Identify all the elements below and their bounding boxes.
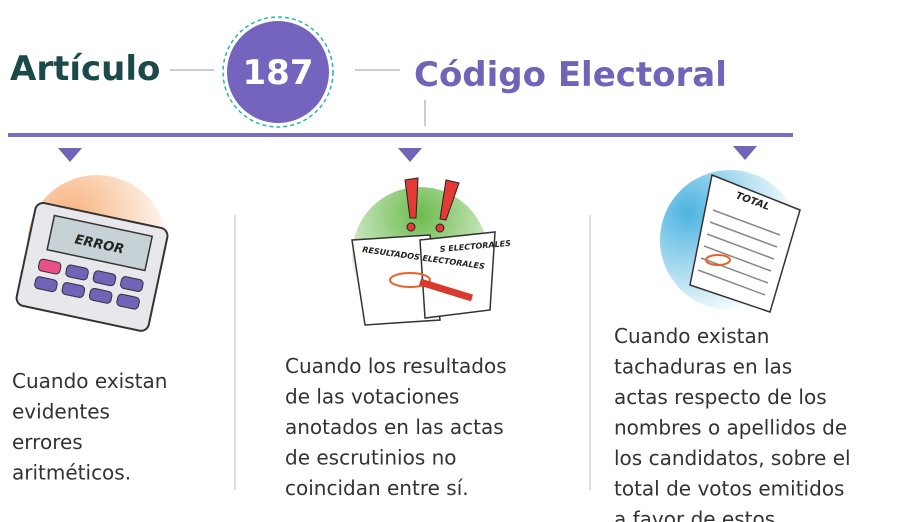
item-text-line: actas respecto de los [614,385,827,409]
item-text-line: de escrutinios no [285,446,457,470]
item-text-line: aritméticos. [12,461,131,485]
header-word: Artículo [10,49,160,89]
item-text-line: tachaduras en las [614,355,792,379]
header-number: 187 [243,53,314,93]
document-illustration: TOTAL [660,170,800,312]
results-illustration: RESULTADOS ELECTORALES S ELECTORALES [352,178,512,325]
item-text-line: los candidatos, sobre el [614,446,851,470]
header-code: Código Electoral [414,55,727,95]
calculator-illustration: ERROR [15,175,169,332]
item-text-line: anotados en las actas [285,415,504,439]
item-text-line: Cuando existan [614,324,769,348]
pointer [58,148,82,162]
pointer [398,148,422,162]
item-text-line: evidentes [12,400,110,424]
item-texts: Cuando existan evidentes errores aritmético… [12,324,851,522]
item-text-line: de las votaciones [285,385,459,409]
item-text-line: Cuando los resultados [285,354,507,378]
item-text-line: Cuando existan [12,369,167,393]
item-text-line: nombres o apellidos de [614,416,847,440]
item-text-line: coincidan entre sí. [285,476,469,500]
item-text-line: total de votos emitidos [614,477,844,501]
infographic: Artículo 187 Código Electoral ERROR [0,0,897,522]
pointer [733,146,757,160]
item-text-line: errores [12,430,83,454]
item-text-line: a favor de estos. [614,507,782,522]
